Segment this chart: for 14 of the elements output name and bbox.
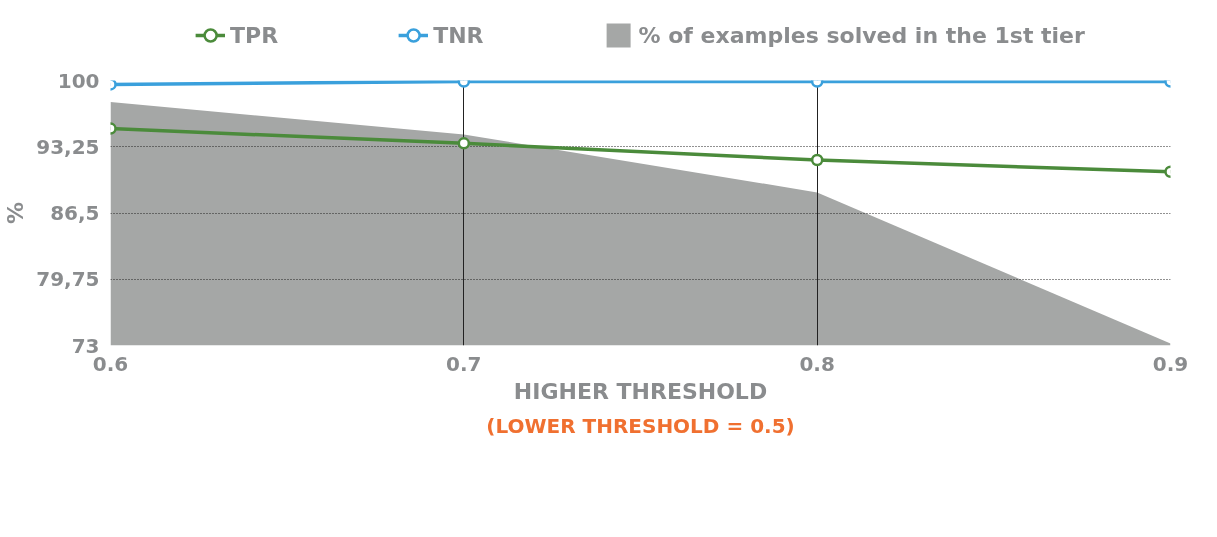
legend-label: % of examples solved in the 1st tier [638,22,1085,48]
y-tick-label: 73 [71,333,100,358]
y-tick-label: 86,5 [50,201,100,225]
legend-label: TPR [230,22,279,48]
x-tick-label: 0.9 [1152,351,1189,376]
x-tick-label: 0.7 [446,351,482,376]
y-tick-label: 79,75 [36,267,100,292]
x-axis-title: HIGHER THRESHOLD [513,378,768,404]
y-tick-label: 100 [57,68,100,93]
legend-label: TNR [433,22,484,48]
text: (LOWER THRESHOLD = 0.5) [486,413,795,438]
y-axis-title: % [3,201,29,225]
y-tick-label: 93,25 [36,134,100,159]
x-tick-label: 0.8 [799,351,835,376]
